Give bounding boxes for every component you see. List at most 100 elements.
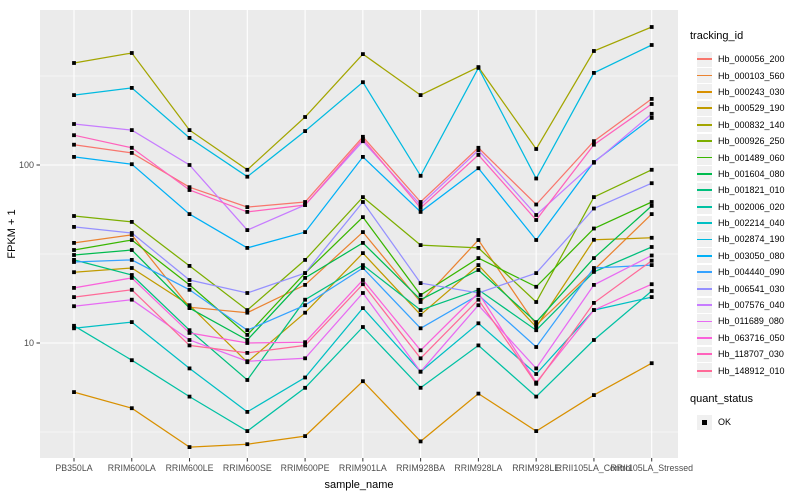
data-point (649, 204, 654, 208)
data-point (534, 325, 539, 329)
x-tick-label: RRIM600SE (223, 463, 272, 473)
data-point (418, 356, 423, 361)
legend-item-label: Hb_011689_080 (718, 316, 784, 327)
data-point (649, 263, 654, 267)
data-point (418, 348, 423, 353)
legend-item-Hb_000926_250: Hb_000926_250 (690, 133, 798, 149)
data-point (649, 295, 654, 299)
legend-item-Hb_001489_060: Hb_001489_060 (690, 149, 798, 166)
data-point (72, 260, 76, 264)
color-line-key (697, 281, 712, 297)
data-point (72, 326, 76, 331)
data-point (72, 142, 76, 147)
data-point (303, 343, 307, 348)
ok-square-key (697, 414, 712, 430)
data-point (72, 155, 76, 159)
data-point (303, 340, 307, 345)
legend-item-Hb_002874_190: Hb_002874_190 (690, 231, 798, 247)
color-line-key (697, 313, 712, 329)
data-point (361, 291, 365, 295)
x-axis-title: sample_name (324, 479, 393, 491)
legend-item-label: Hb_002006_020 (718, 201, 785, 212)
data-point (129, 51, 134, 55)
data-point (534, 366, 539, 371)
legend-item-Hb_118707_030: Hb_118707_030 (690, 346, 798, 362)
color-line-key (697, 297, 712, 313)
color-line-key (697, 264, 712, 280)
legend-item-Hb_000056_200: Hb_000056_200 (690, 51, 798, 67)
data-point (303, 271, 307, 275)
color-line-key (697, 117, 712, 133)
data-point (303, 276, 307, 280)
data-point (476, 321, 481, 326)
data-point (187, 366, 192, 371)
data-point (534, 394, 539, 399)
data-point (534, 300, 539, 304)
data-point (476, 148, 481, 153)
legend-item-label: Hb_000529_190 (718, 103, 785, 114)
data-point (592, 206, 596, 211)
data-point (418, 173, 423, 178)
legend-item-Hb_000243_030: Hb_000243_030 (690, 84, 798, 100)
x-tick-label: RRIM928LA (454, 463, 502, 473)
color-line-key (697, 68, 712, 84)
data-point (649, 200, 654, 204)
data-point (245, 210, 250, 214)
color-line-key (697, 166, 712, 182)
data-point (361, 200, 365, 204)
data-point (72, 122, 76, 126)
data-point (649, 245, 654, 249)
data-point (303, 385, 307, 390)
data-point (245, 341, 250, 345)
data-point (418, 210, 423, 214)
data-point (72, 286, 76, 290)
legend-title-tracking-id: tracking_id (690, 30, 744, 42)
data-point (361, 251, 365, 255)
data-point (476, 256, 481, 260)
data-point (187, 264, 192, 268)
data-point (418, 326, 423, 331)
legend-item-Hb_000103_560: Hb_000103_560 (690, 67, 798, 84)
data-point (476, 291, 481, 295)
data-point (303, 283, 307, 287)
legend-item-Hb_006541_030: Hb_006541_030 (690, 280, 798, 297)
data-point (592, 71, 596, 75)
color-line-key (697, 215, 712, 231)
legend-item-label: Hb_003050_080 (718, 250, 785, 261)
legend-item-Hb_002006_020: Hb_002006_020 (690, 199, 798, 215)
legend-item-label: Hb_000103_560 (718, 70, 785, 81)
legend-item-Hb_063716_050: Hb_063716_050 (690, 330, 798, 346)
data-point (245, 429, 250, 433)
data-point (418, 369, 423, 374)
data-point (245, 410, 250, 414)
data-point (129, 231, 134, 235)
x-tick-label: RRIM928LE (512, 463, 560, 473)
data-point (534, 218, 539, 222)
data-point (534, 238, 539, 242)
data-point (418, 385, 423, 390)
data-point (129, 266, 134, 270)
data-point (187, 128, 192, 132)
data-point (129, 86, 134, 90)
data-point (245, 378, 250, 382)
data-point (649, 116, 654, 120)
data-point (592, 266, 596, 270)
data-point (649, 25, 654, 29)
data-point (534, 147, 539, 151)
legend-item-label: Hb_001821_010 (718, 185, 785, 196)
data-point (72, 258, 76, 262)
data-point (418, 293, 423, 297)
data-point (129, 287, 134, 292)
data-point (361, 379, 365, 384)
data-point (72, 253, 76, 257)
data-point (476, 303, 481, 308)
color-line-key (697, 330, 712, 346)
data-point (72, 295, 76, 299)
data-point (592, 283, 596, 287)
data-point (245, 310, 250, 315)
data-point (361, 134, 365, 139)
x-tick-label: RRII105LA_Control (556, 463, 632, 473)
data-point (303, 258, 307, 262)
data-point (72, 93, 76, 97)
data-point (592, 308, 596, 312)
